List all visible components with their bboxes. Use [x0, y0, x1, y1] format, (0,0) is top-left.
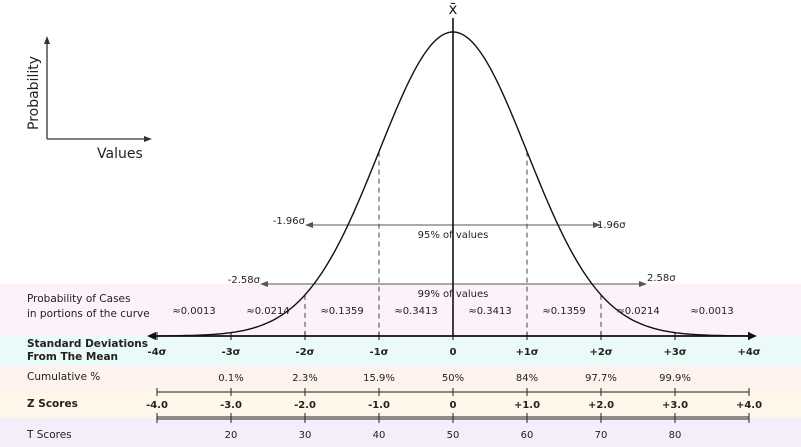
z-tick-label: -3.0 [220, 400, 242, 411]
t-tick-label: 30 [299, 430, 312, 441]
cumulative-tick-label: 84% [516, 373, 538, 384]
t-tick-label: 70 [595, 430, 608, 441]
probability-value: ≈0.3413 [468, 306, 511, 317]
band-probability [0, 284, 801, 336]
t-tick-label: 80 [669, 430, 682, 441]
probability-row-label-2: in portions of the curve [27, 308, 150, 320]
t-axis: 20 30 40 50 60 70 80 [156, 415, 750, 441]
cumulative-tick-label: 97.7% [585, 373, 617, 384]
z-tick-label: 0 [450, 400, 457, 411]
inset-y-label: Probability [26, 56, 42, 130]
sd-tick-label: -3σ [222, 347, 241, 358]
cumulative-tick-label: 2.3% [292, 373, 317, 384]
interval-99-left: -2.58σ [228, 275, 261, 286]
band-cumulative [0, 365, 801, 393]
cumulative-tick-label: 50% [442, 373, 464, 384]
probability-value: ≈0.0013 [172, 306, 215, 317]
band-t-scores [0, 418, 801, 447]
mean-line: x̄ [449, 0, 458, 336]
sd-tick-label: -2σ [296, 347, 315, 358]
z-tick-label: +2.0 [588, 400, 614, 411]
z-tick-label: +3.0 [662, 400, 688, 411]
cumulative-axis: 0.1% 2.3% 15.9% 50% 84% 97.7% 99.9% [156, 373, 750, 396]
interval-95-right: 1.96σ [597, 220, 626, 231]
z-tick-label: -1.0 [368, 400, 390, 411]
band-z-scores [0, 393, 801, 418]
cumulative-tick-label: 0.1% [218, 373, 243, 384]
band-standard-deviations [0, 336, 801, 365]
interval-95-left: -1.96σ [273, 216, 306, 227]
t-tick-label: 40 [373, 430, 386, 441]
cumulative-row-label: Cumulative % [27, 371, 100, 383]
t-tick-label: 20 [225, 430, 238, 441]
sd-tick-label: -1σ [370, 347, 389, 358]
probability-value: ≈0.1359 [542, 306, 585, 317]
probability-value: ≈0.3413 [394, 306, 437, 317]
interval-95: -1.96σ 1.96σ 95% of values [273, 216, 626, 241]
z-row-label: Z Scores [27, 398, 78, 410]
probability-value: ≈0.1359 [320, 306, 363, 317]
t-row-label: T Scores [26, 429, 72, 441]
inset-x-label: Values [97, 146, 143, 162]
probability-value: ≈0.0013 [690, 306, 733, 317]
sd-row-label-2: From The Mean [27, 351, 118, 363]
mean-symbol: x̄ [449, 0, 458, 18]
inset-axes: Probability Values [26, 36, 152, 162]
z-tick-label: +4.0 [736, 400, 762, 411]
sd-ticks: -4σ -3σ -2σ -1σ 0 +1σ +2σ +3σ +4σ [148, 332, 761, 358]
z-tick-label: -2.0 [294, 400, 316, 411]
cumulative-tick-label: 15.9% [363, 373, 395, 384]
sd-tick-label: +1σ [515, 347, 538, 358]
sd-tick-label: +3σ [663, 347, 686, 358]
sd-axis [147, 332, 757, 340]
z-tick-label: -4.0 [146, 400, 168, 411]
z-tick-label: +1.0 [514, 400, 540, 411]
t-tick-label: 50 [447, 430, 460, 441]
sd-tick-label: 0 [450, 347, 457, 358]
probability-values: ≈0.0013 ≈0.0214 ≈0.1359 ≈0.3413 ≈0.3413 ≈0.13… [172, 306, 733, 317]
interval-99-right: 2.58σ [647, 273, 676, 284]
sd-tick-label: +4σ [737, 347, 760, 358]
sd-row-label-1: Standard Deviations [27, 338, 148, 350]
probability-value: ≈0.0214 [246, 306, 289, 317]
t-tick-label: 60 [521, 430, 534, 441]
probability-value: ≈0.0214 [616, 306, 659, 317]
probability-row-label-1: Probability of Cases [27, 293, 130, 305]
sd-tick-label: -4σ [148, 347, 167, 358]
sd-tick-label: +2σ [589, 347, 612, 358]
cumulative-tick-label: 99.9% [659, 373, 691, 384]
